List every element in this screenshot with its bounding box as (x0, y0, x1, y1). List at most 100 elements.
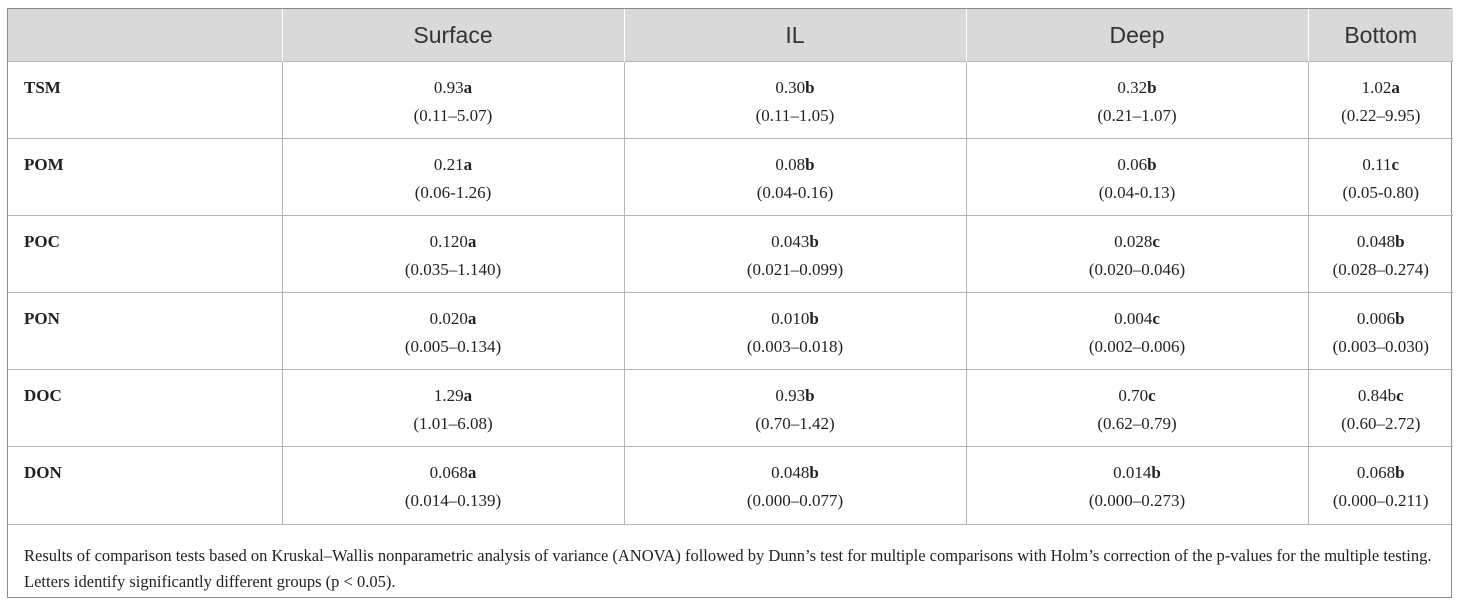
cell-group-letter: b (809, 232, 819, 251)
cell-group-letter: b (1151, 463, 1161, 482)
cell-group-letter: c (1396, 386, 1404, 405)
table-cell: 0.21a (0.06-1.26) (281, 138, 624, 216)
cell-group-letter: a (463, 386, 473, 405)
header-corner (8, 9, 282, 62)
cell-range: (0.003–0.018) (746, 337, 844, 356)
cell-group-letter: b (1147, 155, 1157, 174)
table-cell: 0.30b (0.11–1.05) (623, 61, 966, 139)
table-cell: 0.32b (0.21–1.07) (965, 61, 1308, 139)
table-cell: 0.004c (0.002–0.006) (965, 292, 1308, 370)
results-table: Surface IL Deep Bottom TSM 0.93a (0.11–5.0… (8, 9, 1453, 524)
cell-value: 0.006 (1356, 309, 1396, 328)
cell-value: 0.93 (775, 386, 806, 405)
header-surface: Surface (281, 9, 624, 62)
cell-group-letter: c (1152, 309, 1160, 328)
row-label: DON (8, 446, 282, 524)
cell-value: 1.02 (1361, 78, 1392, 97)
table-cell: 0.120a (0.035–1.140) (281, 215, 624, 293)
cell-group-letter: a (467, 463, 477, 482)
table-cell: 0.93a (0.11–5.07) (281, 61, 624, 139)
table-row: POC 0.120a (0.035–1.140) 0.043b (0.021–0.099… (8, 215, 1453, 293)
header-bottom: Bottom (1307, 9, 1453, 62)
cell-group-letter: c (1148, 386, 1156, 405)
cell-range: (0.04-0.13) (1098, 183, 1176, 202)
row-label: POM (8, 138, 282, 216)
table-cell: 0.043b (0.021–0.099) (623, 215, 966, 293)
cell-range: (0.62–0.79) (1097, 414, 1177, 433)
table-row: TSM 0.93a (0.11–5.07) 0.30b (0.11–1.05) 0.32b… (8, 61, 1453, 139)
cell-group-letter: b (805, 78, 815, 97)
table-cell: 0.020a (0.005–0.134) (281, 292, 624, 370)
cell-range: (0.000–0.273) (1088, 491, 1186, 510)
row-label: TSM (8, 61, 282, 139)
cell-range: (0.005–0.134) (404, 337, 502, 356)
cell-group-letter: a (463, 155, 473, 174)
cell-range: (0.014–0.139) (404, 491, 502, 510)
row-label: DOC (8, 369, 282, 447)
table-cell: 1.02a (0.22–9.95) (1307, 61, 1453, 139)
table-footnote: Results of comparison tests based on Kru… (8, 523, 1451, 595)
table-cell: 0.048b (0.000–0.077) (623, 446, 966, 524)
cell-group-letter: b (1395, 232, 1405, 251)
cell-value: 0.32 (1117, 78, 1148, 97)
table-row: POM 0.21a (0.06-1.26) 0.08b (0.04-0.16) 0.06b… (8, 138, 1453, 216)
row-label: POC (8, 215, 282, 293)
cell-group-letter: b (809, 309, 819, 328)
cell-group-letter: a (463, 78, 473, 97)
cell-range: (0.21–1.07) (1097, 106, 1177, 125)
cell-value: 0.120 (429, 232, 468, 251)
cell-range: (0.028–0.274) (1332, 260, 1429, 279)
header-row: Surface IL Deep Bottom (8, 9, 1453, 62)
cell-range: (0.06-1.26) (414, 183, 492, 202)
cell-group-letter: b (805, 386, 815, 405)
row-label: PON (8, 292, 282, 370)
table-row: DON 0.068a (0.014–0.139) 0.048b (0.000–0.077… (8, 446, 1453, 524)
cell-range: (0.002–0.006) (1088, 337, 1186, 356)
table-cell: 0.028c (0.020–0.046) (965, 215, 1308, 293)
table-cell: 0.70c (0.62–0.79) (965, 369, 1308, 447)
table-cell: 0.11c (0.05-0.80) (1307, 138, 1453, 216)
cell-value: 0.08 (775, 155, 806, 174)
cell-value: 0.70 (1118, 386, 1149, 405)
cell-value: 0.93 (433, 78, 464, 97)
cell-value: 0.043 (771, 232, 810, 251)
results-table-container: Surface IL Deep Bottom TSM 0.93a (0.11–5.0… (7, 8, 1453, 598)
cell-group-letter: c (1391, 155, 1400, 174)
header-deep: Deep (965, 9, 1308, 62)
cell-range: (0.021–0.099) (746, 260, 844, 279)
cell-value: 0.21 (433, 155, 464, 174)
table-cell: 0.068a (0.014–0.139) (281, 446, 624, 524)
table-cell: 0.048b (0.028–0.274) (1307, 215, 1453, 293)
cell-value: 0.014 (1113, 463, 1152, 482)
table-cell: 0.06b (0.04-0.13) (965, 138, 1308, 216)
cell-range: (0.000–0.077) (746, 491, 844, 510)
table-row: DOC 1.29a (1.01–6.08) 0.93b (0.70–1.42) 0.70c… (8, 369, 1453, 447)
cell-value: 0.048 (771, 463, 810, 482)
cell-value: 0.028 (1114, 232, 1153, 251)
table-cell: 0.014b (0.000–0.273) (965, 446, 1308, 524)
cell-value: 0.010 (771, 309, 810, 328)
cell-range: (0.003–0.030) (1332, 337, 1429, 356)
table-header: Surface IL Deep Bottom (8, 9, 1453, 62)
cell-value: 0.30 (775, 78, 806, 97)
cell-range: (0.11–5.07) (413, 106, 493, 125)
cell-group-letter: c (1152, 232, 1160, 251)
cell-range: (0.70–1.42) (755, 414, 835, 433)
cell-range: (0.60–2.72) (1341, 414, 1421, 433)
table-cell: 0.010b (0.003–0.018) (623, 292, 966, 370)
cell-group-letter: a (467, 232, 477, 251)
cell-group-letter: b (1395, 309, 1405, 328)
table-cell: 0.068b (0.000–0.211) (1307, 446, 1453, 524)
cell-value: 0.020 (429, 309, 468, 328)
cell-range: (1.01–6.08) (413, 414, 493, 433)
table-cell: 1.29a (1.01–6.08) (281, 369, 624, 447)
table-cell: 0.08b (0.04-0.16) (623, 138, 966, 216)
table-cell: 0.84bc (0.60–2.72) (1307, 369, 1453, 447)
table-cell: 0.006b (0.003–0.030) (1307, 292, 1453, 370)
cell-range: (0.11–1.05) (755, 106, 835, 125)
table-cell: 0.93b (0.70–1.42) (623, 369, 966, 447)
cell-value: 1.29 (433, 386, 464, 405)
cell-range: (0.05-0.80) (1342, 183, 1419, 202)
cell-group-letter: b (1147, 78, 1157, 97)
table-body: TSM 0.93a (0.11–5.07) 0.30b (0.11–1.05) 0.32b… (8, 61, 1453, 524)
